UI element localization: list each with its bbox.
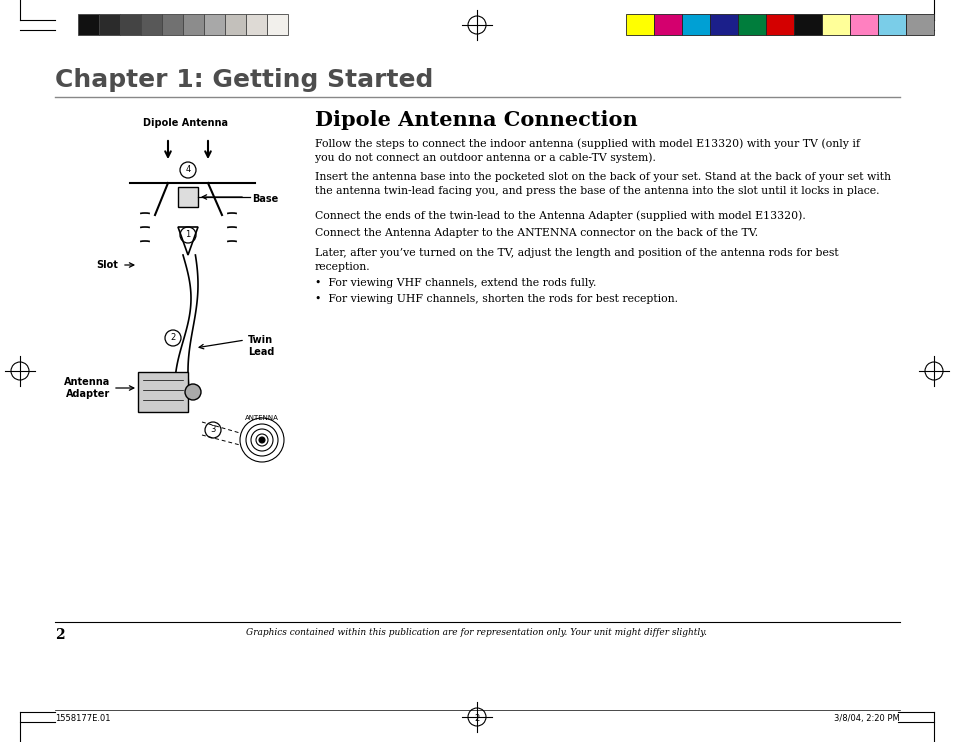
- Text: Dipole Antenna: Dipole Antenna: [143, 118, 229, 128]
- Text: Dipole Antenna Connection: Dipole Antenna Connection: [314, 110, 638, 130]
- Text: 1: 1: [185, 231, 191, 240]
- Text: 1558177E.01: 1558177E.01: [55, 714, 111, 723]
- Bar: [765, 14, 793, 35]
- Bar: [78, 14, 99, 35]
- Text: Twin
Lead: Twin Lead: [248, 335, 274, 358]
- Text: Insert the antenna base into the pocketed slot on the back of your set. Stand at: Insert the antenna base into the pockete…: [314, 172, 890, 196]
- Bar: [225, 14, 246, 35]
- Text: 2: 2: [474, 714, 479, 723]
- Circle shape: [185, 384, 201, 400]
- Text: 3/8/04, 2:20 PM: 3/8/04, 2:20 PM: [833, 714, 899, 723]
- Bar: [183, 14, 204, 35]
- Text: Chapter 1: Getting Started: Chapter 1: Getting Started: [55, 68, 433, 92]
- Text: 4: 4: [185, 165, 191, 174]
- Bar: [138, 372, 188, 412]
- Text: Graphics contained within this publication are for representation only. Your uni: Graphics contained within this publicati…: [246, 628, 707, 637]
- Text: 2: 2: [55, 628, 65, 642]
- Bar: [849, 14, 877, 35]
- Bar: [625, 14, 654, 35]
- Text: 3: 3: [210, 425, 215, 435]
- Polygon shape: [178, 227, 198, 255]
- Bar: [654, 14, 681, 35]
- Bar: [681, 14, 709, 35]
- Text: •  For viewing UHF channels, shorten the rods for best reception.: • For viewing UHF channels, shorten the …: [314, 294, 678, 304]
- Bar: [141, 14, 162, 35]
- Bar: [120, 14, 141, 35]
- Bar: [204, 14, 225, 35]
- Bar: [246, 14, 267, 35]
- Circle shape: [258, 437, 265, 443]
- Bar: [793, 14, 821, 35]
- Text: ANTENNA: ANTENNA: [245, 415, 278, 421]
- Bar: [738, 14, 765, 35]
- Text: Connect the Antenna Adapter to the ANTENNA connector on the back of the TV.: Connect the Antenna Adapter to the ANTEN…: [314, 228, 758, 238]
- Text: Slot: Slot: [96, 260, 118, 270]
- Bar: [905, 14, 933, 35]
- Text: •  For viewing VHF channels, extend the rods fully.: • For viewing VHF channels, extend the r…: [314, 278, 596, 288]
- Text: Follow the steps to connect the indoor antenna (supplied with model E13320) with: Follow the steps to connect the indoor a…: [314, 138, 859, 163]
- Text: Later, after you’ve turned on the TV, adjust the length and position of the ante: Later, after you’ve turned on the TV, ad…: [314, 248, 838, 272]
- Bar: [99, 14, 120, 35]
- Text: 2: 2: [171, 333, 175, 343]
- Bar: [178, 187, 198, 207]
- Bar: [709, 14, 738, 35]
- Text: Base: Base: [252, 194, 278, 204]
- Bar: [877, 14, 905, 35]
- Bar: [821, 14, 849, 35]
- Bar: [267, 14, 288, 35]
- Text: Connect the ends of the twin-lead to the Antenna Adapter (supplied with model E1: Connect the ends of the twin-lead to the…: [314, 210, 805, 220]
- Text: Antenna
Adapter: Antenna Adapter: [64, 377, 110, 399]
- Bar: [162, 14, 183, 35]
